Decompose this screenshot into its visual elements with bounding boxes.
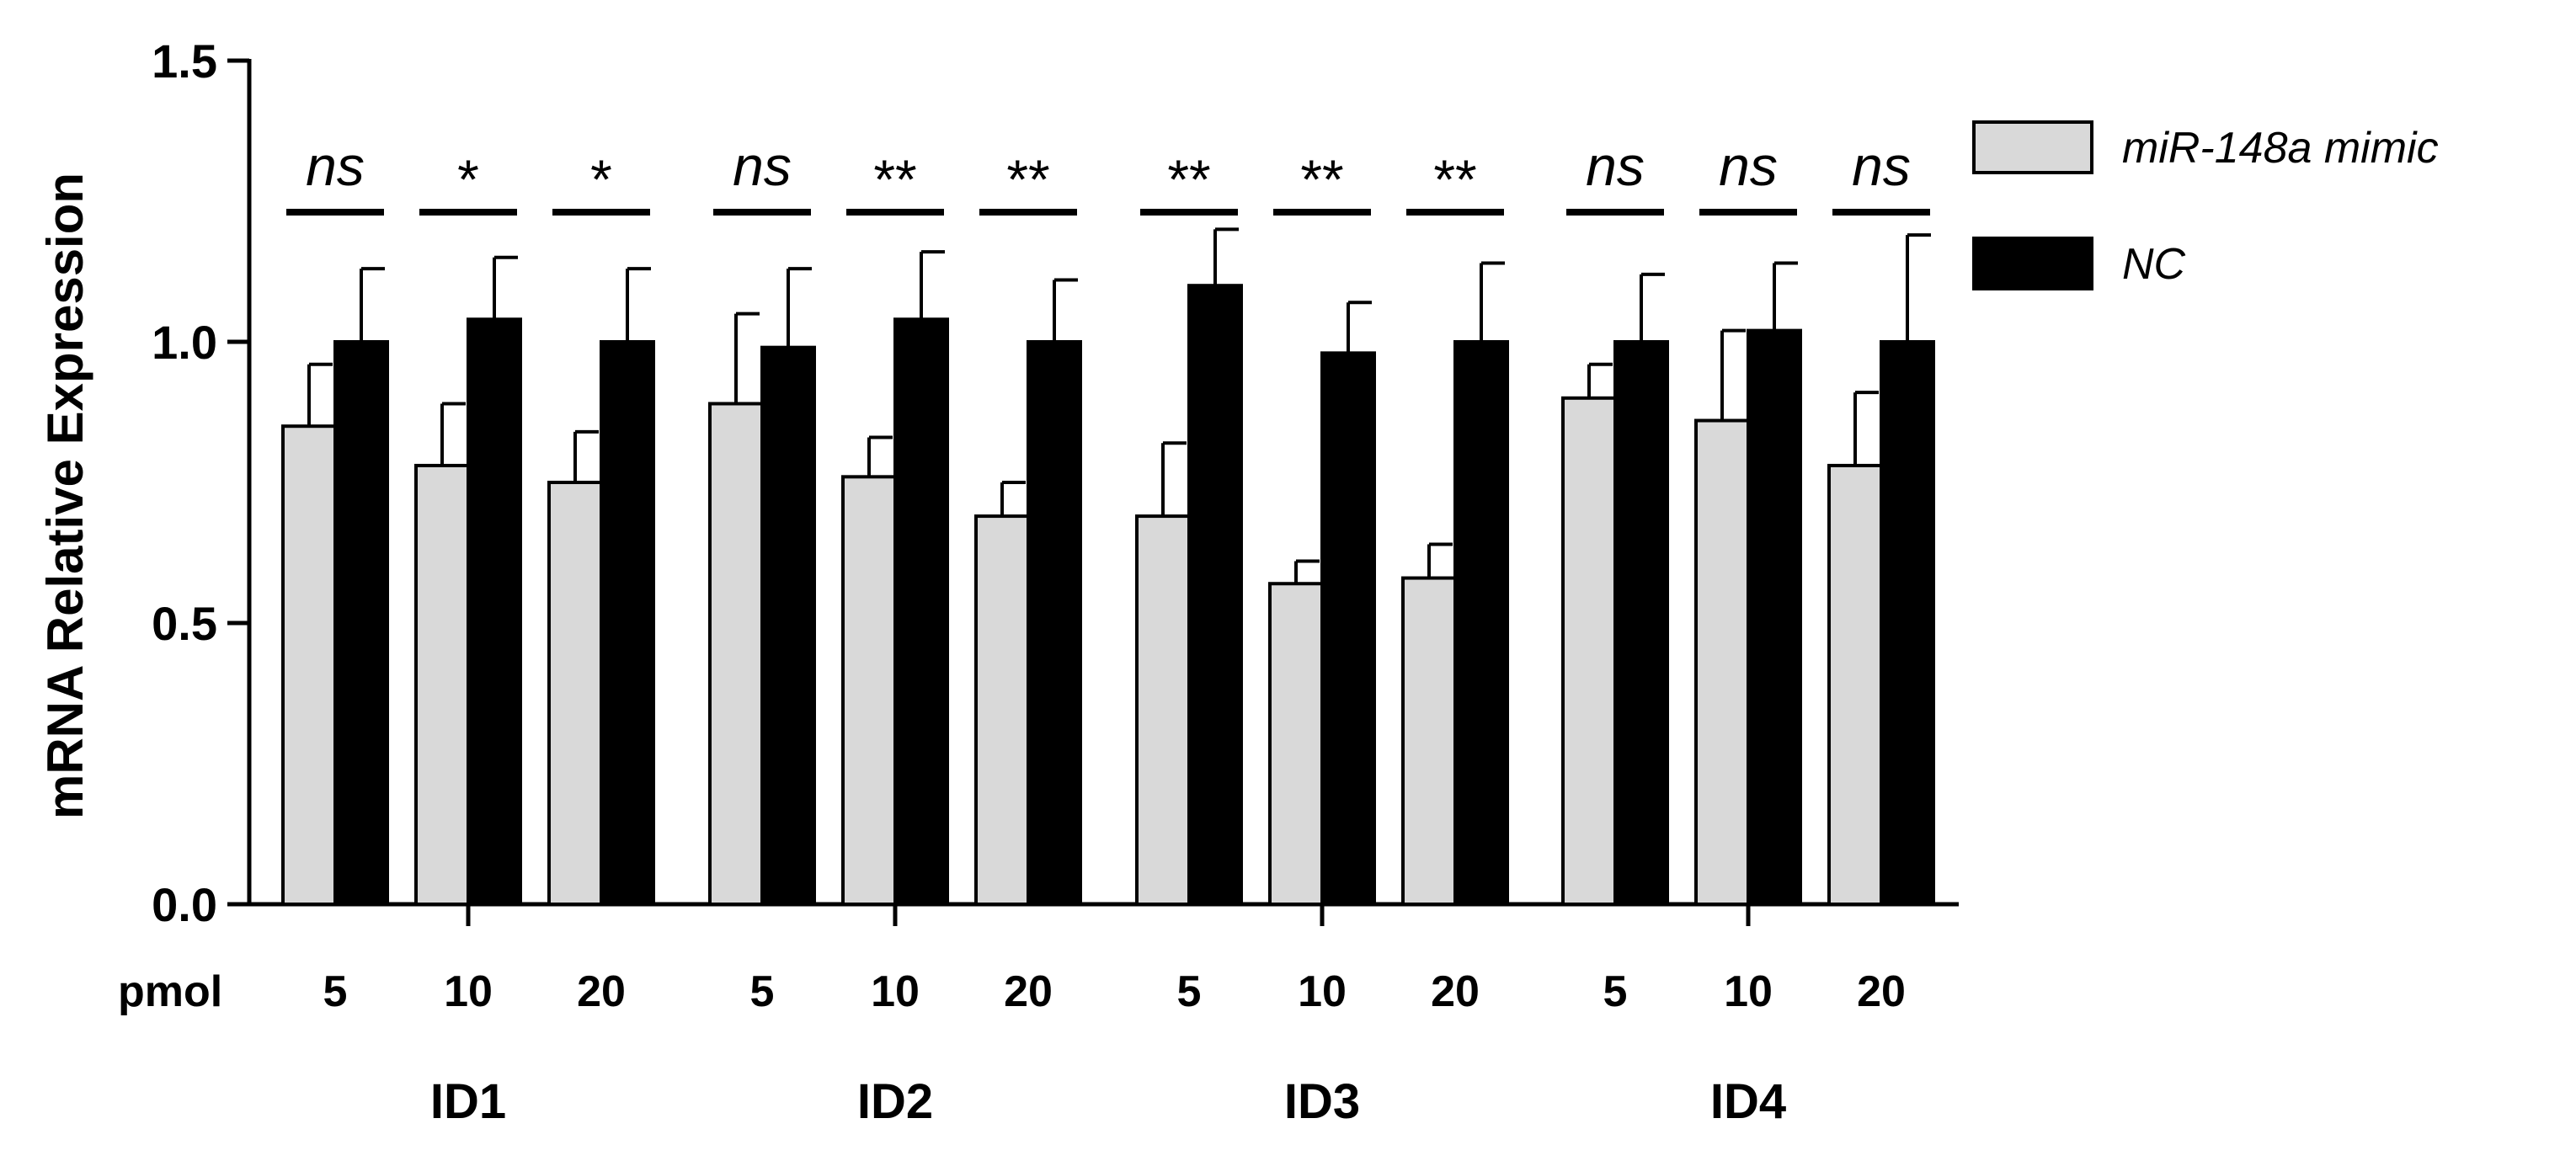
- bar-nc: [893, 317, 949, 906]
- condition-axis-label: pmol: [118, 967, 222, 1016]
- legend-label: NC: [2122, 240, 2186, 289]
- significance-label: ns: [1586, 135, 1645, 197]
- bar-mimic: [1135, 514, 1191, 907]
- significance-marks: ns * * ns ** ** ** ** ** ns ns ns: [286, 135, 1930, 216]
- bar-mimic: [708, 402, 764, 907]
- significance-label: *: [590, 148, 612, 210]
- dose-label: 5: [750, 967, 775, 1016]
- dose-label: 10: [1724, 967, 1773, 1016]
- bar-nc: [333, 340, 389, 906]
- bars: [281, 227, 1935, 907]
- dose-label: 10: [444, 967, 493, 1016]
- group-label: ID3: [1284, 1074, 1360, 1129]
- significance-label: ns: [1719, 135, 1778, 197]
- significance-label: ns: [733, 135, 792, 197]
- bar-nc: [600, 340, 655, 906]
- significance-label: **: [1167, 148, 1210, 210]
- x-labels: pmol ID1 5 10 20 ID2 5 10 20 ID3 5 10 20 ID4 5 10 20: [118, 967, 1906, 1129]
- group-label: ID1: [430, 1074, 506, 1129]
- legend-swatch-nc: [1972, 237, 2093, 290]
- legend: miR-148a mimic NC: [1972, 120, 2439, 290]
- y-axis-title: mRNA Relative Expression: [37, 173, 93, 819]
- significance-label: ns: [306, 135, 365, 197]
- bar-nc: [760, 345, 816, 906]
- bar-mimic: [974, 514, 1030, 907]
- y-axis: 0.0 0.5 1.0 1.5: [152, 35, 252, 931]
- bar-mimic: [281, 424, 337, 906]
- bar-mimic: [1561, 396, 1617, 906]
- bar-mimic: [1694, 418, 1750, 906]
- bar-mimic: [1401, 576, 1457, 906]
- bar-mimic: [547, 481, 603, 906]
- bar-nc: [467, 317, 522, 906]
- dose-label: 20: [577, 967, 626, 1016]
- group-label: ID2: [857, 1074, 933, 1129]
- dose-label: 20: [1431, 967, 1480, 1016]
- y-tick-label: 1.0: [152, 316, 217, 369]
- bar-mimic: [414, 463, 470, 906]
- significance-label: **: [1006, 148, 1049, 210]
- dose-label: 5: [323, 967, 348, 1016]
- dose-label: 5: [1603, 967, 1628, 1016]
- bar-nc: [1880, 340, 1935, 906]
- dose-label: 10: [871, 967, 920, 1016]
- bar-mimic: [1268, 582, 1324, 906]
- dose-label: 20: [1004, 967, 1053, 1016]
- bar-nc: [1027, 340, 1082, 906]
- bar-nc: [1320, 351, 1376, 906]
- significance-label: **: [1433, 148, 1476, 210]
- bar-nc: [1453, 340, 1509, 906]
- legend-label: miR-148a mimic: [2122, 124, 2439, 173]
- dose-label: 10: [1298, 967, 1347, 1016]
- bar-nc: [1187, 284, 1243, 906]
- bar-mimic: [1827, 463, 1883, 906]
- dose-label: 20: [1857, 967, 1906, 1016]
- legend-swatch-mimic: [1972, 120, 2093, 174]
- significance-label: *: [457, 148, 479, 210]
- dose-label: 5: [1177, 967, 1202, 1016]
- bar-nc: [1613, 340, 1669, 906]
- group-label: ID4: [1710, 1074, 1786, 1129]
- significance-label: **: [1300, 148, 1343, 210]
- y-tick-label: 0.0: [152, 878, 217, 931]
- bar-mimic: [841, 475, 897, 906]
- y-tick-label: 1.5: [152, 35, 217, 88]
- significance-label: **: [873, 148, 916, 210]
- bar-nc: [1747, 328, 1802, 906]
- x-axis: [248, 902, 1959, 926]
- y-tick-label: 0.5: [152, 597, 217, 650]
- significance-label: ns: [1852, 135, 1911, 197]
